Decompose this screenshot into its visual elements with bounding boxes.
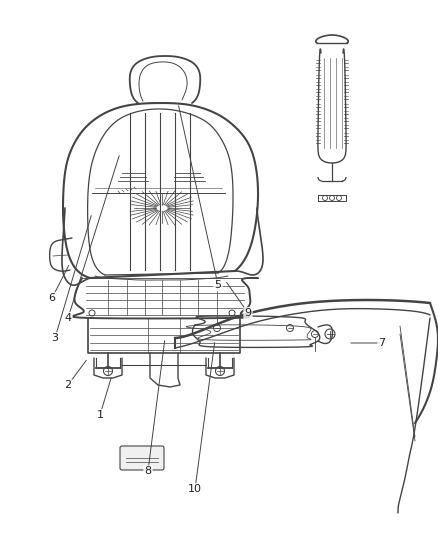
Text: 6: 6 — [49, 293, 56, 303]
Text: 8: 8 — [145, 466, 152, 476]
Text: 1: 1 — [96, 410, 103, 420]
Text: 10: 10 — [188, 484, 202, 494]
Text: 7: 7 — [378, 338, 385, 348]
Text: 2: 2 — [64, 380, 71, 390]
Text: 4: 4 — [64, 313, 71, 323]
Text: 3: 3 — [52, 333, 59, 343]
FancyBboxPatch shape — [120, 446, 164, 470]
Text: 9: 9 — [244, 308, 251, 318]
Text: 5: 5 — [215, 280, 222, 290]
